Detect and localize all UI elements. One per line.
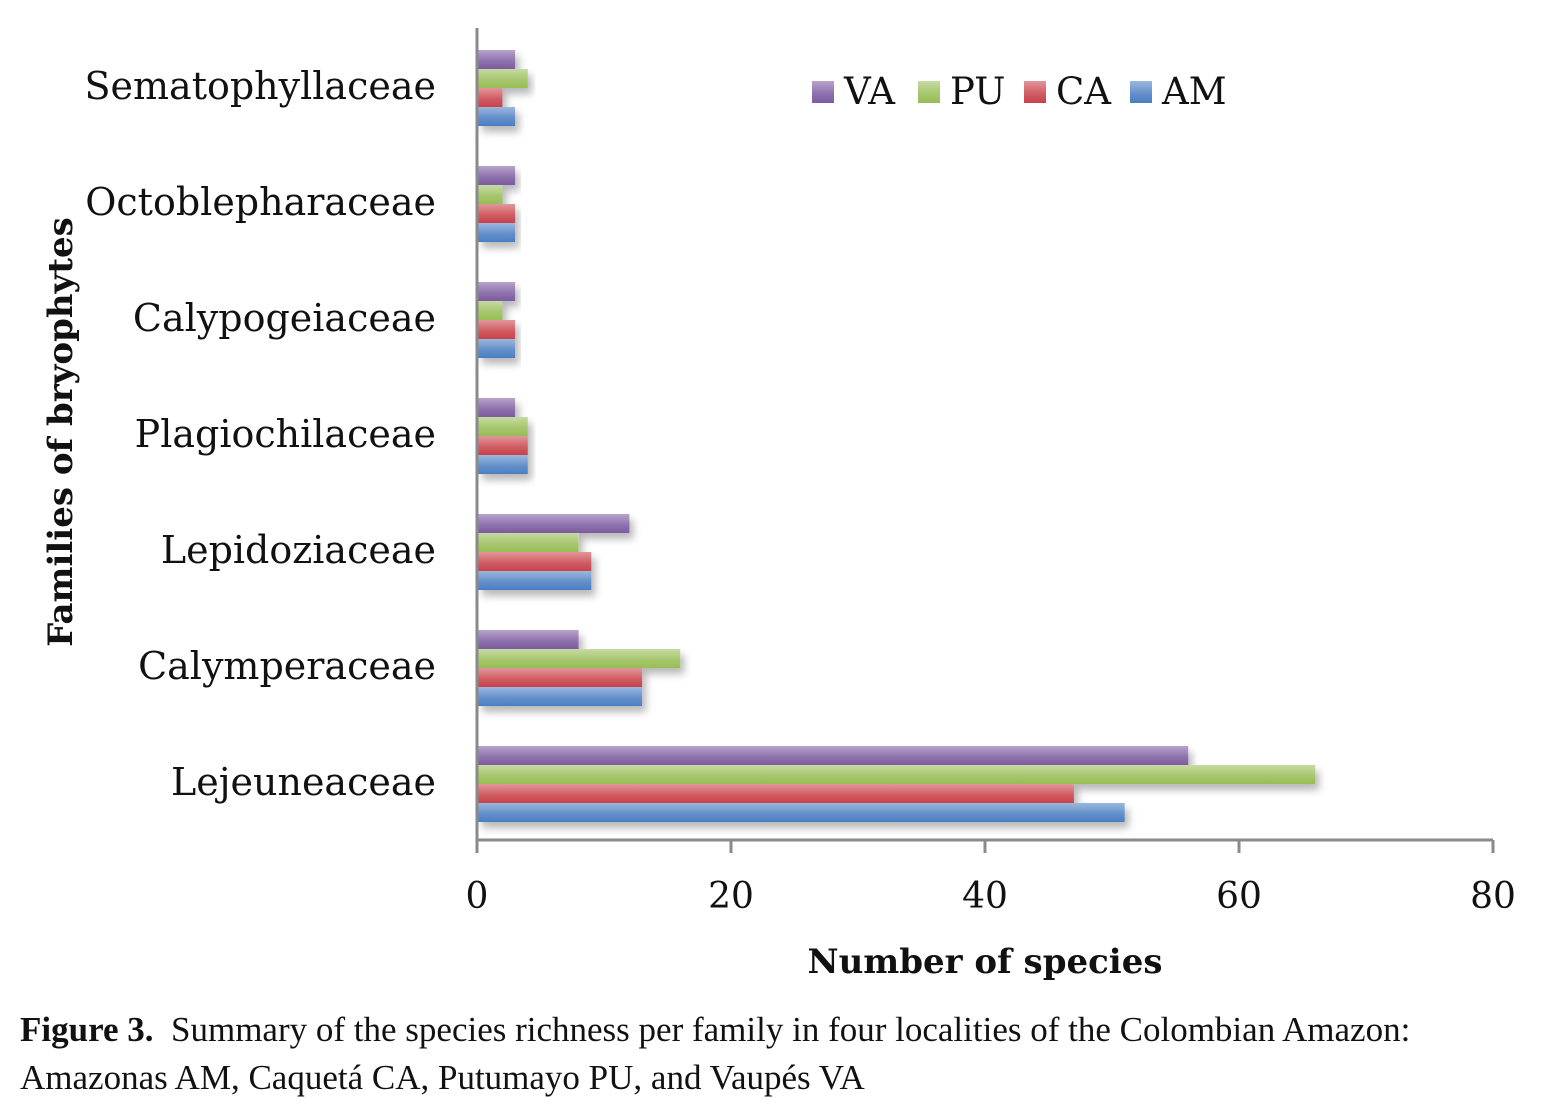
bar-group-calypogeiaceae (478, 282, 516, 358)
x-tick-label: 60 (1216, 876, 1262, 917)
category-label: Octoblepharaceae (85, 180, 436, 224)
bar-va-octoblepharaceae (478, 166, 516, 185)
legend-swatch-ca (1024, 81, 1046, 103)
bar-va-calymperaceae (478, 630, 579, 649)
bar-ca-octoblepharaceae (478, 204, 516, 223)
bar-pu-calymperaceae (478, 649, 681, 668)
bar-am-lepidoziaceae (478, 571, 592, 590)
legend-swatch-va (812, 81, 834, 103)
bar-ca-lejeuneaceae (478, 784, 1074, 803)
bar-ca-lepidoziaceae (478, 552, 592, 571)
bar-pu-calypogeiaceae (478, 301, 503, 320)
y-axis-title: Families of bryophytes (41, 217, 81, 647)
bar-va-lejeuneaceae (478, 746, 1189, 765)
bar-va-sematophyllaceae (478, 50, 516, 69)
caption-text: Summary of the species richness per fami… (20, 1010, 1411, 1097)
bar-am-sematophyllaceae (478, 107, 516, 126)
category-label: Lepidoziaceae (161, 528, 436, 572)
x-axis-title: Number of species (807, 942, 1162, 982)
bar-pu-plagiochilaceae (478, 417, 528, 436)
category-labels: Lejeuneaceae Calymperaceae Lepidoziaceae Pl… (85, 64, 437, 804)
bar-am-plagiochilaceae (478, 455, 528, 474)
figure-caption: Figure 3. Summary of the species richnes… (20, 1006, 1545, 1102)
bar-group-lejeuneaceae (478, 746, 1316, 822)
category-label: Calymperaceae (138, 644, 436, 688)
bar-ca-calymperaceae (478, 668, 643, 687)
legend-swatch-am (1130, 81, 1152, 103)
category-label: Calypogeiaceae (133, 296, 436, 340)
bar-am-octoblepharaceae (478, 223, 516, 242)
bar-ca-calypogeiaceae (478, 320, 516, 339)
bar-ca-plagiochilaceae (478, 436, 528, 455)
x-tick-label: 40 (962, 876, 1008, 917)
legend-label-pu: PU (950, 70, 1005, 113)
legend-label-am: AM (1161, 70, 1227, 113)
bar-ca-sematophyllaceae (478, 88, 503, 107)
bar-pu-lepidoziaceae (478, 533, 579, 552)
bar-pu-lejeuneaceae (478, 765, 1316, 784)
bar-va-plagiochilaceae (478, 398, 516, 417)
bar-group-sematophyllaceae (478, 50, 528, 126)
bar-va-calypogeiaceae (478, 282, 516, 301)
bar-pu-octoblepharaceae (478, 185, 503, 204)
legend-label-ca: CA (1056, 70, 1112, 113)
bar-am-calymperaceae (478, 687, 643, 706)
x-tick-label: 20 (708, 876, 754, 917)
bar-chart: Lejeuneaceae Calymperaceae Lepidoziaceae Pl… (41, 28, 1516, 982)
legend-label-va: VA (843, 70, 896, 113)
legend-swatch-pu (918, 81, 940, 103)
bar-am-lejeuneaceae (478, 803, 1125, 822)
category-label: Lejeuneaceae (171, 760, 436, 804)
bars-layer (478, 50, 1316, 822)
category-label: Plagiochilaceae (135, 412, 436, 456)
bar-pu-sematophyllaceae (478, 69, 528, 88)
bar-am-calypogeiaceae (478, 339, 516, 358)
bar-group-plagiochilaceae (478, 398, 528, 474)
category-label: Sematophyllaceae (85, 64, 437, 108)
x-tick-label: 0 (466, 876, 489, 917)
bar-group-calymperaceae (478, 630, 681, 706)
tick-labels: 0 20 40 60 80 (466, 876, 1516, 917)
legend: VA PU CA AM (812, 70, 1227, 113)
bar-group-octoblepharaceae (478, 166, 516, 242)
caption-label: Figure 3. (20, 1010, 154, 1049)
axes-layer (475, 28, 1495, 853)
x-tick-label: 80 (1470, 876, 1516, 917)
bar-va-lepidoziaceae (478, 514, 630, 533)
bar-group-lepidoziaceae (478, 514, 630, 590)
